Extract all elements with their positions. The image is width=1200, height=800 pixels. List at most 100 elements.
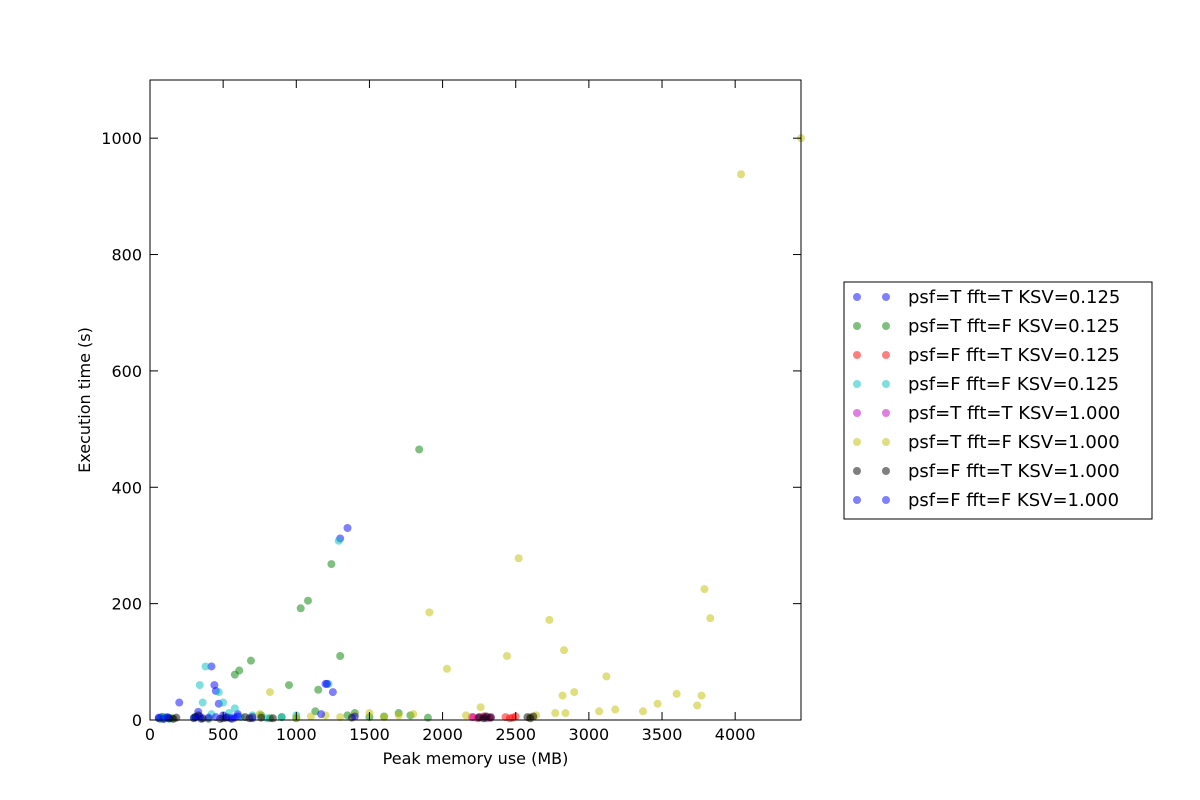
data-point xyxy=(265,688,274,697)
data-point xyxy=(380,713,389,722)
data-point xyxy=(350,712,359,721)
data-point xyxy=(611,705,620,714)
x-tick-label: 500 xyxy=(208,725,239,744)
legend-item: psf=F fft=F KSV=0.125 xyxy=(853,374,1119,395)
data-point xyxy=(514,554,523,563)
data-point xyxy=(394,711,403,720)
x-tick-label: 1000 xyxy=(276,725,317,744)
plot-frame xyxy=(149,79,802,721)
x-tick-label: 3500 xyxy=(642,725,683,744)
legend-marker xyxy=(882,322,890,330)
data-point xyxy=(317,710,326,719)
x-axis-label: Peak memory use (MB) xyxy=(383,749,569,768)
x-tick-label: 2500 xyxy=(495,725,536,744)
data-point xyxy=(570,688,579,697)
data-point xyxy=(409,710,418,719)
legend-marker xyxy=(853,467,861,475)
legend-marker xyxy=(882,467,890,475)
data-point xyxy=(214,688,223,697)
y-tick-label: 200 xyxy=(111,595,142,614)
data-point xyxy=(476,703,485,712)
data-point xyxy=(235,666,244,675)
legend-marker xyxy=(853,351,861,359)
data-point xyxy=(336,713,345,722)
data-point xyxy=(207,662,216,671)
data-point xyxy=(201,662,210,671)
data-point xyxy=(306,712,315,721)
legend-label: psf=F fft=T KSV=1.000 xyxy=(908,461,1120,482)
data-point xyxy=(328,688,337,697)
y-axis: 0 200 400 600 800 1000 xyxy=(101,129,801,730)
data-point xyxy=(545,615,554,624)
data-point xyxy=(672,689,681,698)
legend-item: psf=T fft=T KSV=1.000 xyxy=(853,403,1120,424)
y-tick-label: 0 xyxy=(132,711,142,730)
data-point xyxy=(595,707,604,716)
y-tick-label: 800 xyxy=(111,246,142,265)
legend-item: psf=F fft=F KSV=1.000 xyxy=(853,490,1119,511)
data-point xyxy=(502,652,511,660)
x-tick-label: 2000 xyxy=(422,725,463,744)
legend-marker xyxy=(853,322,861,330)
legend-marker xyxy=(882,409,890,417)
data-point xyxy=(314,685,323,694)
legend-label: psf=T fft=T KSV=0.125 xyxy=(908,287,1120,308)
data-point xyxy=(284,681,293,690)
legend-item: psf=F fft=T KSV=0.125 xyxy=(853,345,1120,366)
data-point xyxy=(336,652,345,660)
legend: psf=T fft=T KSV=0.125 psf=T fft=F KSV=0.1… xyxy=(843,281,1153,520)
legend-item: psf=T fft=T KSV=0.125 xyxy=(853,287,1120,308)
data-point xyxy=(469,713,478,722)
legend-marker xyxy=(882,293,890,301)
data-point xyxy=(277,713,286,722)
data-point xyxy=(226,714,235,723)
data-point xyxy=(175,698,184,707)
data-point xyxy=(602,672,611,681)
data-point xyxy=(334,536,343,545)
data-point xyxy=(246,656,255,665)
legend-label: psf=F fft=T KSV=0.125 xyxy=(908,345,1120,366)
data-point xyxy=(230,704,239,713)
data-point xyxy=(442,664,451,673)
data-point xyxy=(211,713,220,722)
legend-marker xyxy=(882,380,890,388)
legend-marker xyxy=(853,496,861,504)
legend-item: psf=F fft=T KSV=1.000 xyxy=(853,461,1120,482)
x-tick-label: 1500 xyxy=(349,725,390,744)
legend-label: psf=F fft=F KSV=1.000 xyxy=(908,490,1119,511)
data-point xyxy=(303,596,312,605)
x-tick-label: 3000 xyxy=(569,725,610,744)
data-point xyxy=(560,646,569,655)
y-tick-label: 600 xyxy=(111,362,142,381)
data-point xyxy=(461,711,470,720)
data-point xyxy=(639,707,648,716)
data-point xyxy=(195,712,204,721)
data-point xyxy=(163,713,172,722)
data-point xyxy=(551,709,560,718)
legend-marker xyxy=(882,496,890,504)
legend-marker xyxy=(853,380,861,388)
legend-label: psf=T fft=F KSV=0.125 xyxy=(908,316,1120,337)
legend-label: psf=T fft=F KSV=1.000 xyxy=(908,432,1120,453)
legend-marker xyxy=(853,409,861,417)
data-point xyxy=(233,712,242,721)
legend-marker xyxy=(882,351,890,359)
x-axis: 0 500 1000 1500 2000 2500 3000 3500 4000 xyxy=(145,80,756,744)
data-point xyxy=(697,691,706,700)
data-point xyxy=(195,681,204,690)
x-tick-label: 0 xyxy=(145,725,155,744)
data-point xyxy=(248,713,257,722)
data-point xyxy=(737,170,746,179)
data-point xyxy=(653,699,662,708)
legend-marker xyxy=(882,438,890,446)
data-point xyxy=(268,714,277,723)
data-point xyxy=(561,709,570,718)
data-point xyxy=(425,608,434,617)
data-point xyxy=(323,679,332,688)
x-tick-label: 4000 xyxy=(715,725,756,744)
data-point xyxy=(706,614,715,623)
legend-marker xyxy=(853,438,861,446)
data-point xyxy=(343,524,352,532)
y-tick-label: 400 xyxy=(111,478,142,497)
